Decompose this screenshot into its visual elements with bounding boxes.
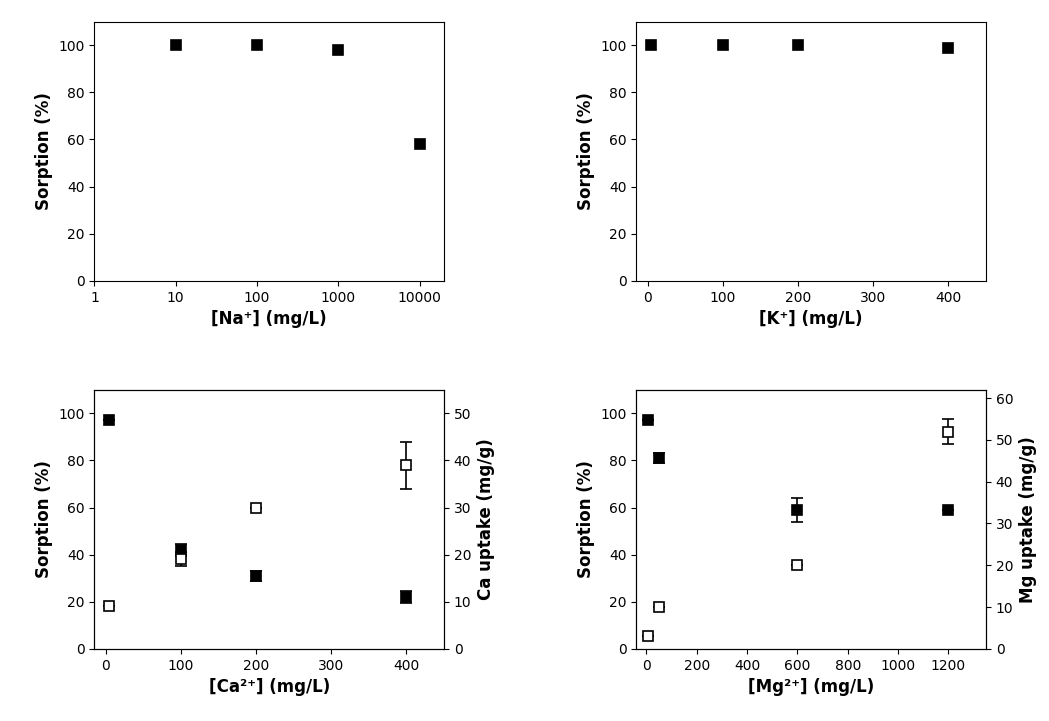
X-axis label: [K⁺] (mg/L): [K⁺] (mg/L) [759,310,863,328]
Y-axis label: Sorption (%): Sorption (%) [35,461,52,578]
X-axis label: [Ca²⁺] (mg/L): [Ca²⁺] (mg/L) [209,678,329,696]
Y-axis label: Ca uptake (mg/g): Ca uptake (mg/g) [477,438,495,600]
X-axis label: [Mg²⁺] (mg/L): [Mg²⁺] (mg/L) [748,678,875,696]
Y-axis label: Mg uptake (mg/g): Mg uptake (mg/g) [1019,436,1037,603]
X-axis label: [Na⁺] (mg/L): [Na⁺] (mg/L) [212,310,327,328]
Y-axis label: Sorption (%): Sorption (%) [577,92,595,210]
Y-axis label: Sorption (%): Sorption (%) [577,461,595,578]
Y-axis label: Sorption (%): Sorption (%) [35,92,52,210]
